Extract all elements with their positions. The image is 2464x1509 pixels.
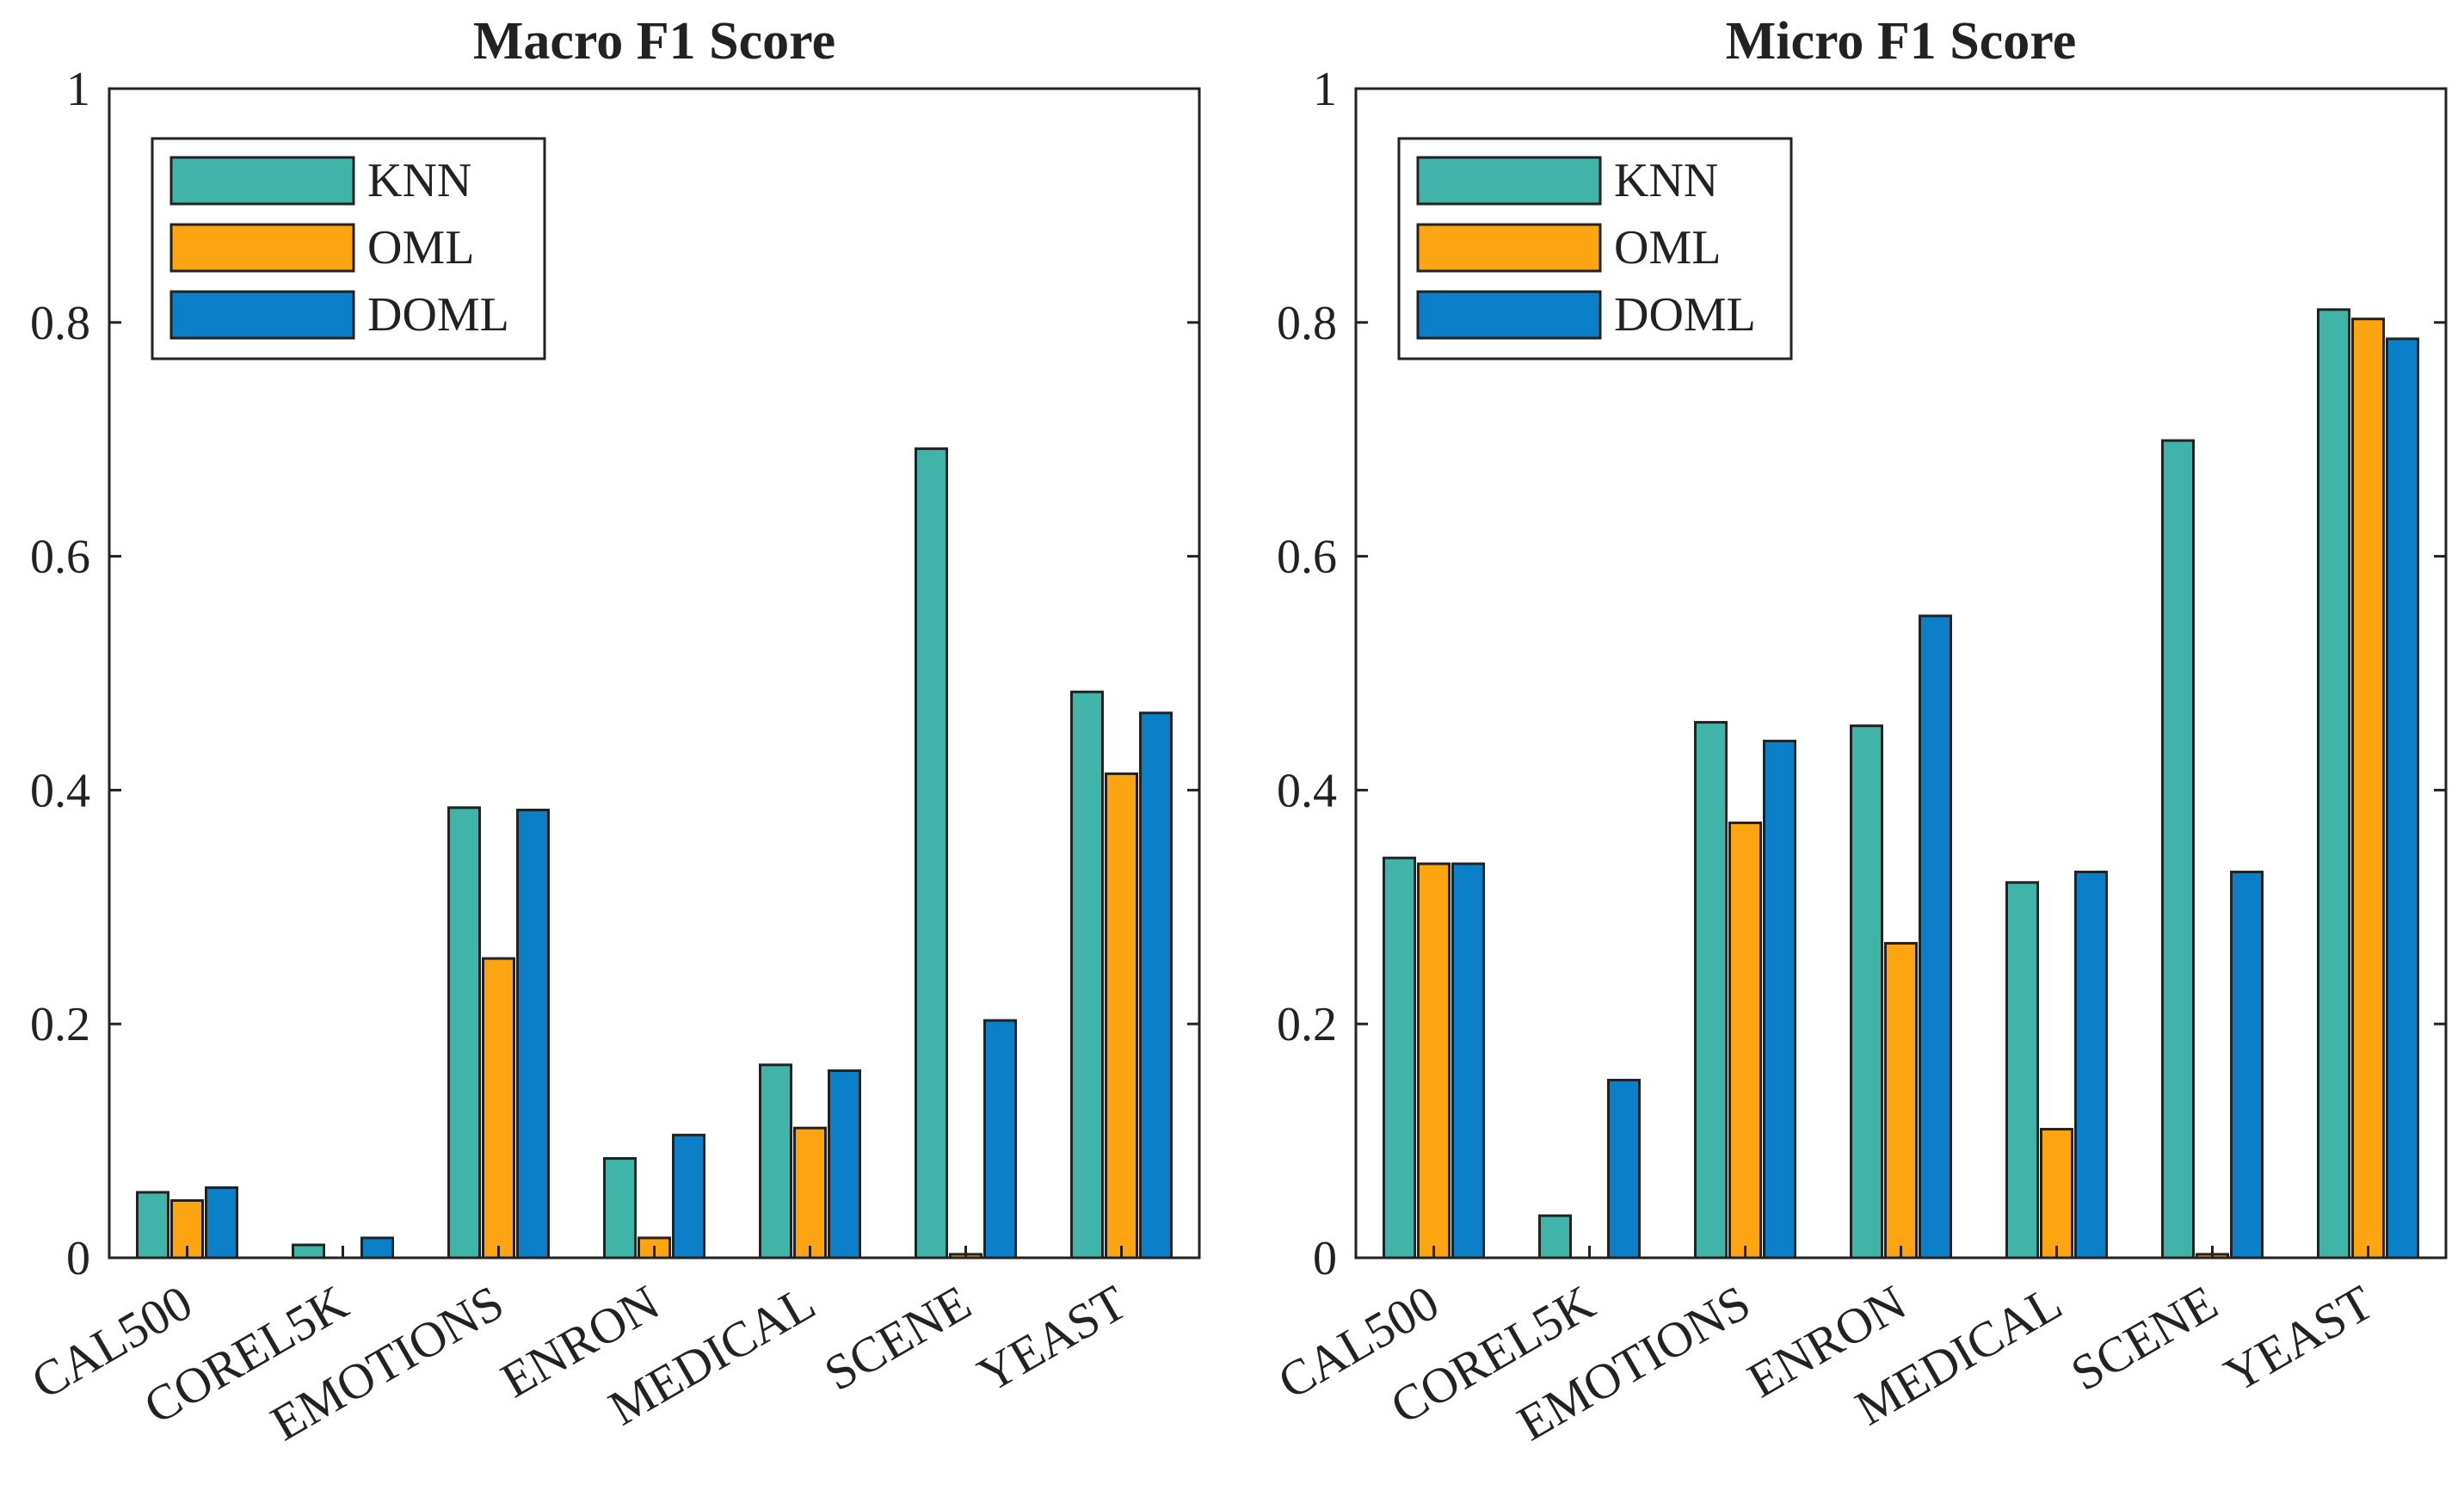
x-tick-label-yeast: YEAST [969, 1274, 1136, 1403]
bar-doml-cal500 [1451, 862, 1485, 1260]
y-tick-label: 0.2 [1277, 998, 1337, 1051]
bar-doml-emotions [1763, 739, 1796, 1260]
legend: KNN OML DOML [1397, 137, 1793, 360]
bar-doml-corel5k [1607, 1078, 1641, 1260]
legend-swatch-knn [169, 156, 355, 206]
x-tick-label-scene: SCENE [2061, 1274, 2227, 1401]
bar-knn-corel5k [292, 1243, 325, 1260]
x-tick-label-scene: SCENE [815, 1274, 980, 1401]
legend: KNN OML DOML [151, 137, 546, 360]
bar-knn-enron [1850, 724, 1883, 1260]
chart-title: Micro F1 Score [1726, 12, 2076, 71]
y-tick-label: 1 [1313, 63, 1337, 116]
legend-label-oml: OML [1614, 221, 1721, 274]
y-tick-label: 0.6 [1277, 531, 1337, 584]
bar-oml-medical [2040, 1128, 2073, 1260]
legend-swatch-doml [169, 290, 355, 340]
bar-knn-yeast [1070, 690, 1104, 1260]
legend-swatch-oml [169, 223, 355, 273]
bar-oml-yeast [1105, 772, 1138, 1260]
bar-doml-scene [983, 1019, 1017, 1260]
legend-label-doml: DOML [367, 288, 509, 342]
bar-doml-medical [2074, 871, 2108, 1260]
bar-doml-corel5k [360, 1236, 394, 1260]
bar-knn-enron [603, 1156, 637, 1260]
bar-doml-medical [828, 1069, 861, 1260]
bar-knn-yeast [2317, 308, 2350, 1260]
macro-f1-chart: Macro F1 Score00.20.40.60.81CAL500COREL5… [22, 12, 1201, 1451]
y-tick-label: 0.4 [1277, 764, 1337, 817]
bar-oml-emotions [482, 957, 515, 1260]
legend-swatch-oml [1416, 223, 1602, 273]
legend-swatch-knn [1416, 156, 1602, 206]
bar-doml-yeast [1139, 711, 1173, 1260]
bar-knn-emotions [1694, 721, 1728, 1260]
bar-knn-medical [2005, 881, 2039, 1260]
bar-oml-cal500 [1417, 862, 1451, 1260]
chart-title: Macro F1 Score [473, 12, 835, 71]
y-tick-label: 0.4 [30, 764, 90, 817]
micro-f1-chart: Micro F1 Score00.20.40.60.81CAL500COREL5… [1269, 12, 2448, 1451]
bar-knn-emotions [447, 806, 481, 1260]
bar-oml-enron [1884, 941, 1918, 1260]
y-tick-label: 0 [1313, 1232, 1337, 1285]
x-tick-label-yeast: YEAST [2215, 1274, 2382, 1403]
legend-label-doml: DOML [1614, 288, 1756, 342]
bar-oml-emotions [1728, 821, 1762, 1260]
y-tick-label: 0.2 [30, 998, 90, 1051]
bar-doml-enron [1919, 614, 1952, 1260]
bar-doml-emotions [516, 809, 550, 1260]
legend-label-knn: KNN [367, 154, 471, 207]
bar-knn-medical [759, 1063, 792, 1260]
legend-label-knn: KNN [1614, 154, 1718, 207]
legend-swatch-doml [1416, 290, 1602, 340]
bar-knn-scene [915, 447, 948, 1260]
bar-doml-scene [2230, 871, 2264, 1260]
y-tick-label: 0.8 [30, 297, 90, 350]
bar-knn-scene [2161, 439, 2195, 1260]
bar-knn-corel5k [1538, 1214, 1572, 1260]
y-tick-label: 1 [66, 63, 90, 116]
bar-doml-cal500 [205, 1186, 238, 1260]
bar-oml-yeast [2351, 317, 2385, 1260]
bar-doml-enron [672, 1133, 705, 1260]
bar-knn-cal500 [1383, 856, 1416, 1260]
bar-knn-cal500 [136, 1191, 169, 1260]
bar-oml-medical [793, 1126, 827, 1260]
y-tick-label: 0 [66, 1232, 90, 1285]
bar-doml-yeast [2386, 337, 2419, 1260]
legend-label-oml: OML [367, 221, 474, 274]
y-tick-label: 0.8 [1277, 297, 1337, 350]
y-tick-label: 0.6 [30, 531, 90, 584]
